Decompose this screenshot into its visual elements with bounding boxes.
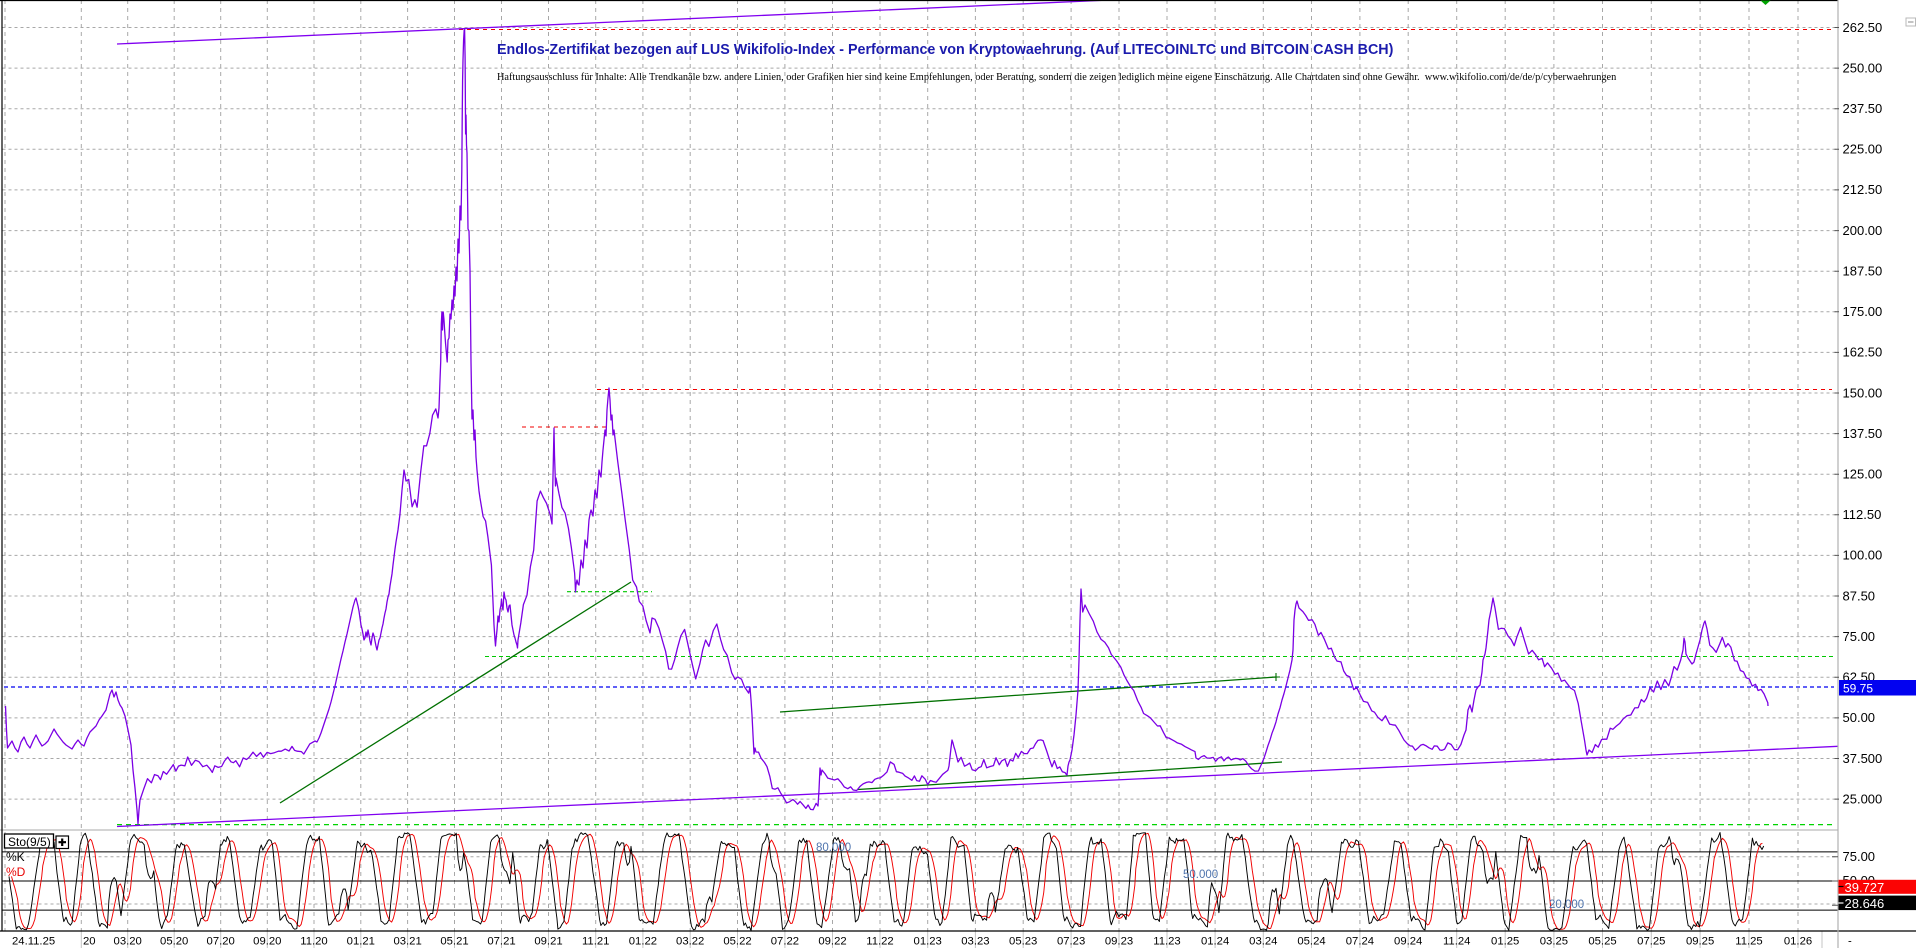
svg-text:01.23: 01.23 xyxy=(914,936,942,948)
svg-text:Sto(9/5): Sto(9/5) xyxy=(8,835,51,849)
svg-text:09.24: 09.24 xyxy=(1394,936,1422,948)
svg-text:225.00: 225.00 xyxy=(1843,142,1883,157)
svg-text:137.50: 137.50 xyxy=(1843,426,1883,441)
svg-text:50.00: 50.00 xyxy=(1843,710,1876,725)
svg-text:03.20: 03.20 xyxy=(114,936,142,948)
svg-text:05.25: 05.25 xyxy=(1588,936,1616,948)
svg-text:07.23: 07.23 xyxy=(1057,936,1085,948)
svg-text:07.24: 07.24 xyxy=(1346,936,1374,948)
svg-text:100.00: 100.00 xyxy=(1843,548,1883,563)
svg-text:01.21: 01.21 xyxy=(347,936,375,948)
svg-text:07.25: 07.25 xyxy=(1637,936,1665,948)
svg-text:237.50: 237.50 xyxy=(1843,101,1883,116)
svg-text:39.727: 39.727 xyxy=(1845,880,1885,895)
svg-text:-: - xyxy=(1848,936,1852,948)
svg-text:28.646: 28.646 xyxy=(1845,896,1885,911)
svg-text:11.21: 11.21 xyxy=(582,936,609,948)
svg-text:20: 20 xyxy=(83,936,96,948)
svg-text:05.20: 05.20 xyxy=(160,936,188,948)
svg-text:Haftungsausschluss für Inhalte: Haftungsausschluss für Inhalte: Alle Tre… xyxy=(497,72,1616,83)
svg-text:175.00: 175.00 xyxy=(1843,304,1883,319)
svg-text:80.000: 80.000 xyxy=(816,842,851,854)
svg-text:09.23: 09.23 xyxy=(1105,936,1133,948)
svg-text:11.22: 11.22 xyxy=(866,936,893,948)
svg-text:07.20: 07.20 xyxy=(207,936,235,948)
svg-text:50.000: 50.000 xyxy=(1183,869,1218,881)
svg-text:03.24: 03.24 xyxy=(1249,936,1277,948)
svg-text:01.24: 01.24 xyxy=(1201,936,1229,948)
svg-text:25.000: 25.000 xyxy=(1843,791,1883,806)
svg-text:03.21: 03.21 xyxy=(393,936,421,948)
svg-text:11.20: 11.20 xyxy=(300,936,327,948)
svg-text:03.22: 03.22 xyxy=(676,936,704,948)
svg-text:07.22: 07.22 xyxy=(771,936,799,948)
svg-text:125.00: 125.00 xyxy=(1843,467,1883,482)
svg-text:01.22: 01.22 xyxy=(629,936,657,948)
svg-text:01.25: 01.25 xyxy=(1491,936,1519,948)
svg-text:112.50: 112.50 xyxy=(1843,507,1882,522)
svg-text:200.00: 200.00 xyxy=(1843,223,1883,238)
svg-text:05.24: 05.24 xyxy=(1297,936,1325,948)
svg-text:75.00: 75.00 xyxy=(1843,629,1876,644)
svg-text:05.21: 05.21 xyxy=(440,936,468,948)
svg-text:07.21: 07.21 xyxy=(487,936,515,948)
svg-text:09.20: 09.20 xyxy=(253,936,281,948)
svg-text:%K: %K xyxy=(6,850,25,864)
svg-text:11.24: 11.24 xyxy=(1443,936,1470,948)
svg-text:09.22: 09.22 xyxy=(818,936,846,948)
svg-text:37.500: 37.500 xyxy=(1843,751,1883,766)
svg-text:05.23: 05.23 xyxy=(1009,936,1037,948)
svg-text:24.11.25: 24.11.25 xyxy=(12,936,55,948)
svg-text:03.25: 03.25 xyxy=(1540,936,1568,948)
svg-text:09.25: 09.25 xyxy=(1686,936,1714,948)
svg-text:262.50: 262.50 xyxy=(1843,20,1883,35)
svg-text:59.75: 59.75 xyxy=(1843,681,1873,695)
svg-text:03.23: 03.23 xyxy=(961,936,989,948)
svg-text:11.23: 11.23 xyxy=(1153,936,1180,948)
svg-text:09.21: 09.21 xyxy=(534,936,562,948)
svg-text:05.22: 05.22 xyxy=(723,936,751,948)
svg-text:250.00: 250.00 xyxy=(1843,60,1883,75)
svg-text:20.000: 20.000 xyxy=(1549,899,1584,911)
svg-text:87.50: 87.50 xyxy=(1843,588,1876,603)
svg-text:162.50: 162.50 xyxy=(1843,345,1883,360)
svg-text:01.26: 01.26 xyxy=(1784,936,1812,948)
svg-text:11.25: 11.25 xyxy=(1735,936,1762,948)
svg-text:%D: %D xyxy=(6,865,26,879)
svg-text:212.50: 212.50 xyxy=(1843,182,1883,197)
svg-text:Endlos-Zertifikat bezogen auf: Endlos-Zertifikat bezogen auf LUS Wikifo… xyxy=(497,42,1394,58)
svg-text:75.00: 75.00 xyxy=(1843,849,1876,864)
svg-text:150.00: 150.00 xyxy=(1843,385,1883,400)
svg-text:187.50: 187.50 xyxy=(1843,264,1883,279)
